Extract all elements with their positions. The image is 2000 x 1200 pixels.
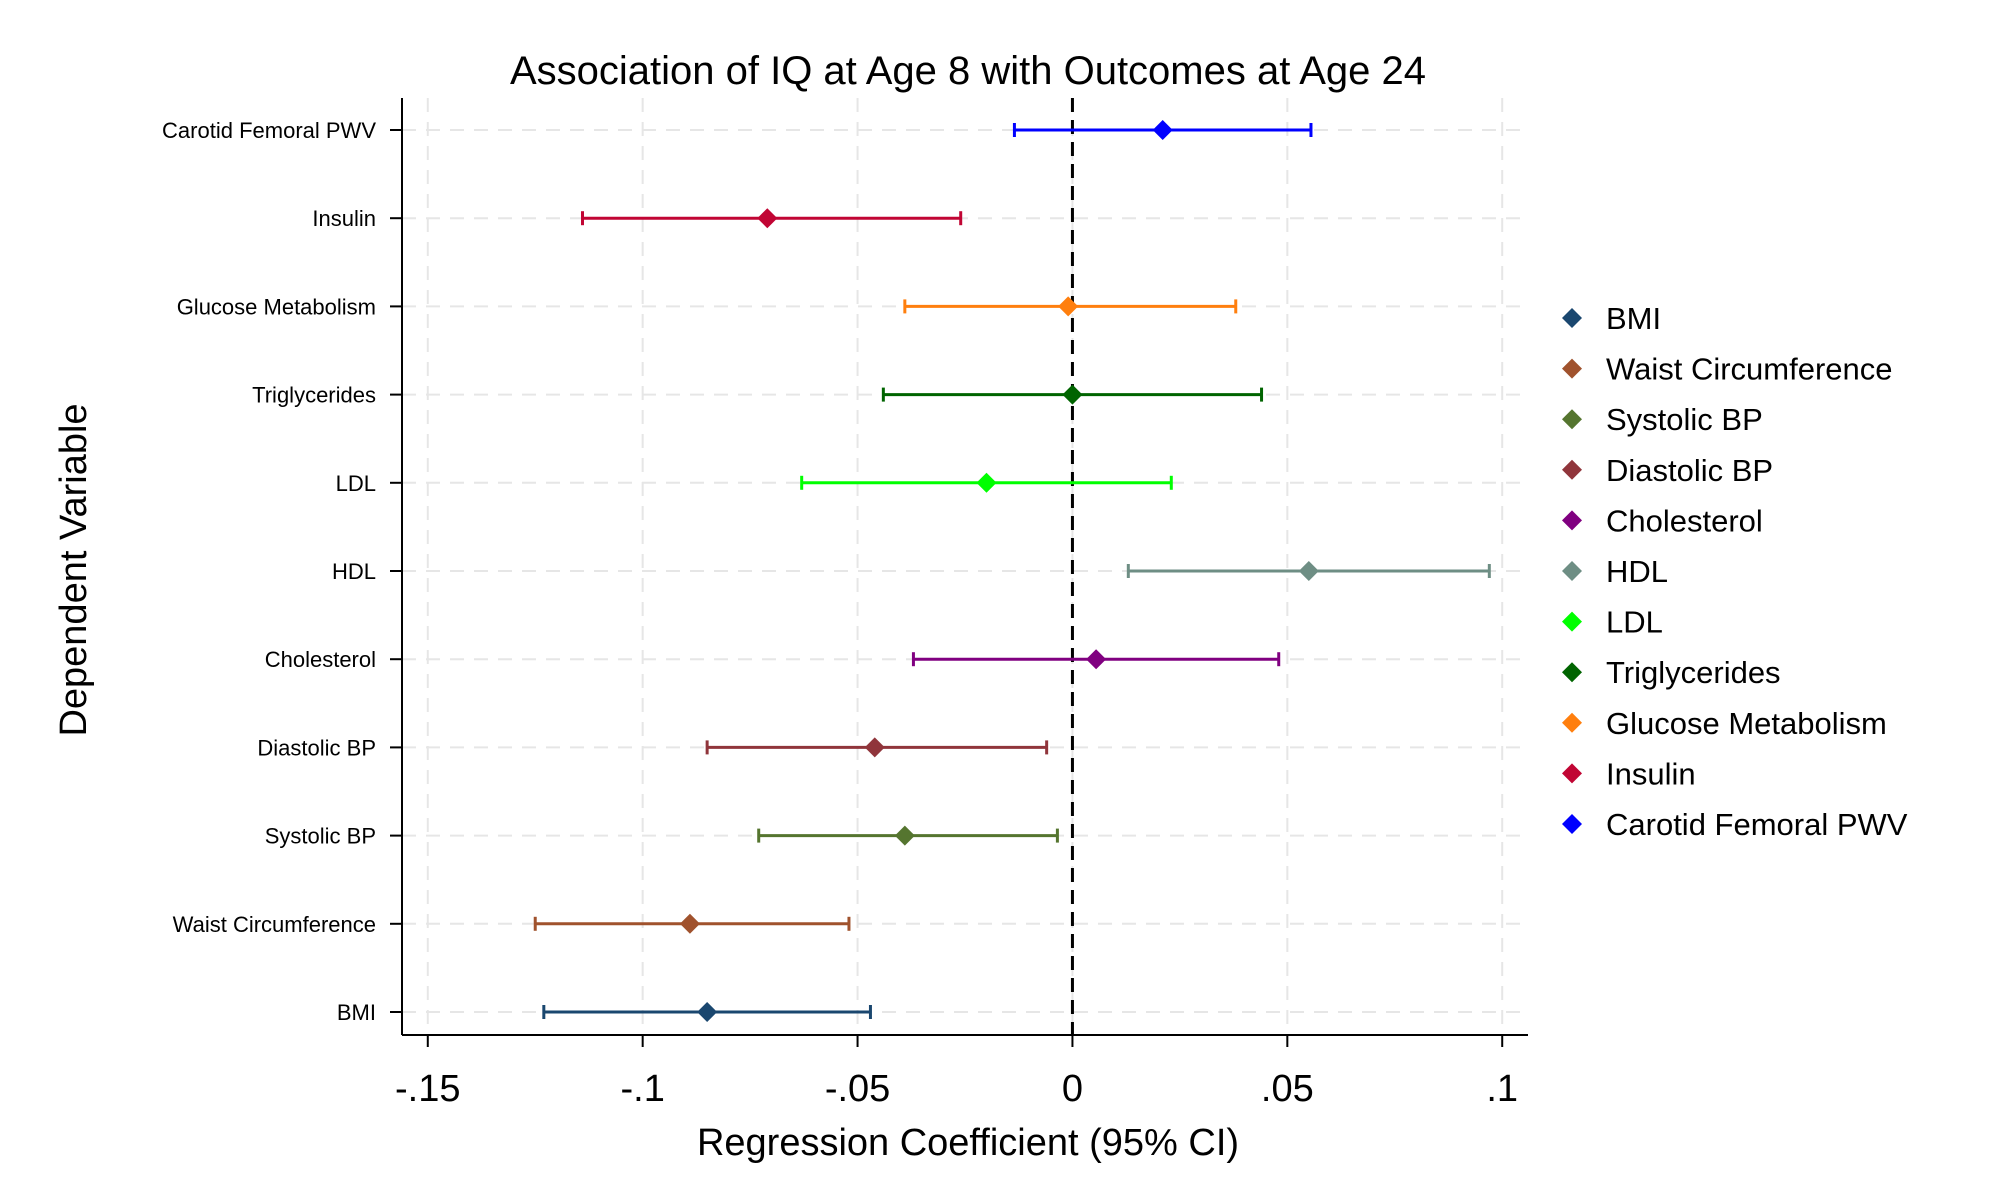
y-tick-label: Insulin xyxy=(312,206,376,231)
legend-marker xyxy=(1562,763,1582,784)
x-tick-label: -.05 xyxy=(825,1068,890,1110)
point-estimate-diamond xyxy=(976,472,997,493)
legend-label: Waist Circumference xyxy=(1606,352,1893,387)
y-axis-label: Dependent Variable xyxy=(53,403,95,736)
legend-marker xyxy=(1562,510,1582,531)
x-tick-label: .05 xyxy=(1261,1068,1314,1110)
point-estimate-diamond xyxy=(1062,384,1083,405)
legend-label: Carotid Femoral PWV xyxy=(1606,807,1908,842)
point-estimate-diamond xyxy=(1152,120,1173,140)
legend-marker xyxy=(1562,561,1582,581)
point-estimates xyxy=(679,120,1319,1022)
x-tick-label: -.1 xyxy=(620,1068,664,1110)
legend-marker xyxy=(1562,611,1582,632)
legend-marker xyxy=(1562,409,1582,430)
chart-title: Association of IQ at Age 8 with Outcomes… xyxy=(510,49,1426,93)
y-tick-label: HDL xyxy=(332,559,376,584)
x-tick-label: .1 xyxy=(1486,1068,1518,1110)
legend-label: Triglycerides xyxy=(1606,655,1781,690)
legend-marker xyxy=(1562,712,1582,733)
legend-label: Glucose Metabolism xyxy=(1606,706,1887,741)
y-tick-label: Diastolic BP xyxy=(257,735,376,760)
point-estimate-diamond xyxy=(1058,296,1079,317)
legend-label: Systolic BP xyxy=(1606,402,1763,437)
point-estimate-diamond xyxy=(1298,561,1319,581)
y-tick-label: BMI xyxy=(337,1000,376,1025)
legend-marker xyxy=(1562,308,1582,328)
legend-label: LDL xyxy=(1606,605,1663,640)
point-estimate-diamond xyxy=(1086,649,1107,670)
legend-label: Cholesterol xyxy=(1606,503,1763,538)
point-estimate-diamond xyxy=(679,913,700,934)
legend-label: HDL xyxy=(1606,554,1668,589)
legend-label: Diastolic BP xyxy=(1606,453,1773,488)
y-tick-label: Cholesterol xyxy=(265,647,376,672)
y-tick-label: Carotid Femoral PWV xyxy=(162,118,376,143)
legend-marker xyxy=(1562,814,1582,834)
point-estimate-diamond xyxy=(697,1002,718,1022)
point-estimate-diamond xyxy=(864,737,885,758)
legend-label: Insulin xyxy=(1606,756,1696,791)
y-tick-label: LDL xyxy=(336,471,376,496)
x-tick-label: 0 xyxy=(1062,1068,1083,1110)
legend-marker xyxy=(1562,459,1582,480)
x-axis-label: Regression Coefficient (95% CI) xyxy=(697,1122,1239,1164)
x-tick-label: -.15 xyxy=(395,1068,460,1110)
grid-lines xyxy=(402,98,1528,1035)
y-tick-label: Waist Circumference xyxy=(173,912,376,937)
legend: BMI Waist Circumference Systolic BP Diastol… xyxy=(1562,301,1908,842)
y-tick-label: Systolic BP xyxy=(265,824,376,849)
point-estimate-diamond xyxy=(757,208,778,229)
y-tick-label: Triglycerides xyxy=(252,383,376,408)
legend-marker xyxy=(1562,358,1582,379)
x-tick-labels: -.15 -.1 -.05 0 .05 .1 xyxy=(395,1068,1518,1110)
legend-marker xyxy=(1562,662,1582,683)
y-tick-labels: BMI Waist Circumference Systolic BP Diastol… xyxy=(162,118,376,1025)
legend-label: BMI xyxy=(1606,301,1661,336)
y-tick-label: Glucose Metabolism xyxy=(177,294,376,319)
point-estimate-diamond xyxy=(894,825,915,846)
axes xyxy=(390,98,1528,1047)
